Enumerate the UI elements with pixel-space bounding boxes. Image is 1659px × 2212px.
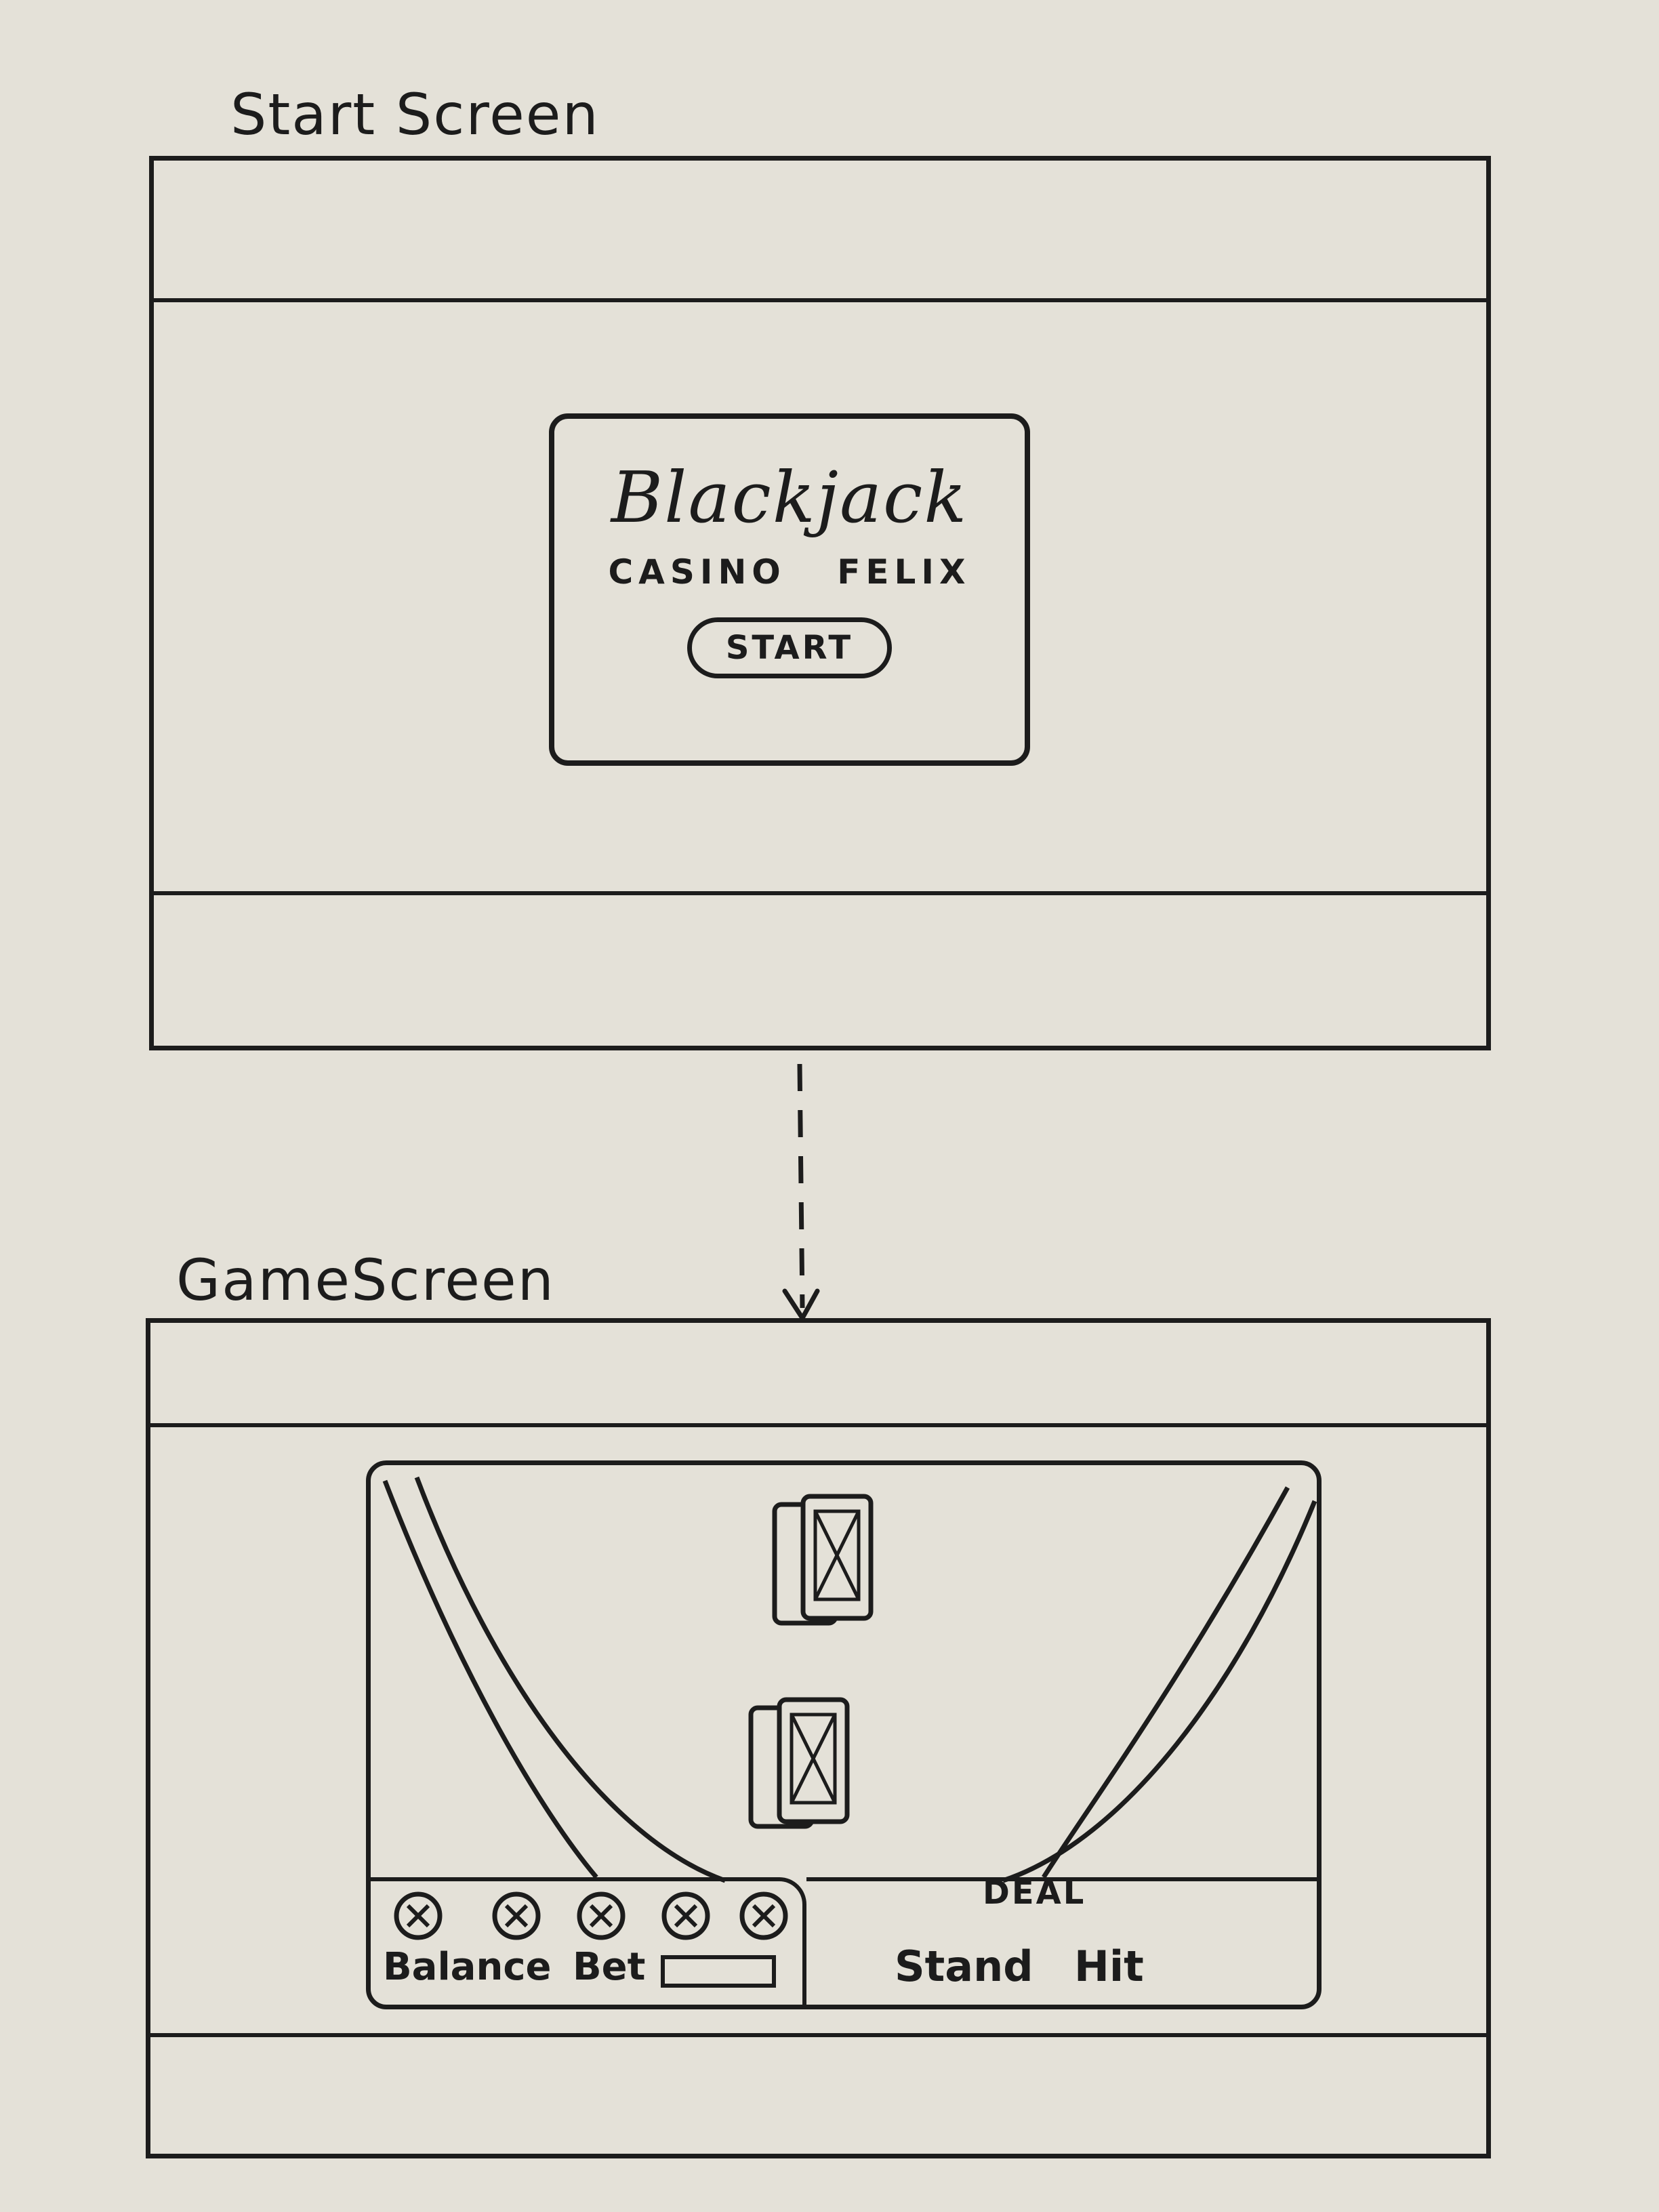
blackjack-table — [366, 1460, 1322, 2009]
stand-button[interactable]: Stand — [895, 1942, 1033, 1991]
start-screen-footer-bar — [149, 891, 1491, 895]
start-screen-frame — [149, 156, 1491, 1050]
chip-icon[interactable] — [739, 1891, 789, 1941]
chip-icon[interactable] — [393, 1891, 443, 1941]
arrow-down-dashed-icon — [782, 1063, 820, 1321]
player-hand — [748, 1697, 850, 1829]
game-screen-footer-bar — [146, 2033, 1491, 2037]
deal-button[interactable]: DEAL — [983, 1874, 1086, 1912]
balance-label: Balance — [383, 1945, 552, 1989]
start-button[interactable]: START — [687, 617, 893, 678]
game-screen-header-bar — [146, 1423, 1491, 1427]
betting-panel — [366, 1877, 806, 2009]
game-screen-title: GameScreen — [176, 1247, 555, 1313]
card-back-icon — [777, 1697, 850, 1824]
start-screen-header-bar — [149, 298, 1491, 302]
action-panel-divider — [806, 1877, 1322, 1881]
game-screen-frame — [146, 1318, 1491, 2158]
hit-button[interactable]: Hit — [1074, 1942, 1144, 1991]
start-screen-title: Start Screen — [230, 81, 600, 148]
chip-icon[interactable] — [576, 1891, 626, 1941]
bet-label: Bet — [573, 1945, 646, 1989]
chip-icon[interactable] — [661, 1891, 711, 1941]
card-back-icon — [800, 1494, 874, 1621]
casino-name: CASINO FELIX — [608, 552, 971, 592]
dealer-hand — [772, 1494, 874, 1626]
game-name: Blackjack — [611, 456, 968, 539]
chip-icon[interactable] — [491, 1891, 541, 1941]
table-felt-arc — [382, 1476, 1317, 1883]
start-dialog: Blackjack CASINO FELIX START — [549, 413, 1030, 766]
bet-input[interactable] — [661, 1955, 776, 1988]
